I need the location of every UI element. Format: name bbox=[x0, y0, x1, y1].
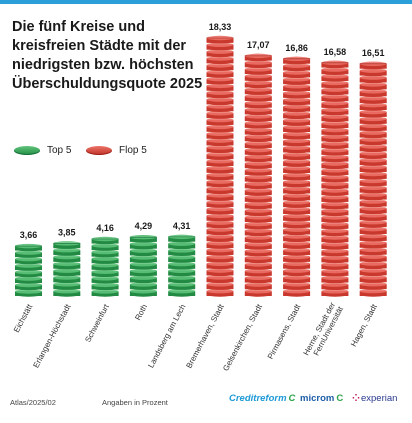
data-label: 3,85 bbox=[58, 227, 76, 237]
bar bbox=[53, 241, 81, 297]
legend-swatch-flop bbox=[86, 145, 112, 155]
microm-logo-text: microm bbox=[300, 393, 335, 404]
data-label: 16,51 bbox=[362, 48, 385, 58]
footer-unit-note: Angaben in Prozent bbox=[102, 398, 168, 407]
creditreform-logo-text: Creditreform bbox=[229, 393, 287, 404]
bar bbox=[91, 236, 119, 297]
microm-mark-icon: C bbox=[336, 393, 344, 404]
bar bbox=[321, 60, 349, 297]
bar bbox=[283, 56, 311, 297]
category-label: Gelsenkirchen, Stadt bbox=[221, 302, 264, 372]
legend-item-flop: Flop 5 bbox=[86, 143, 147, 157]
chart-title: Die fünf Kreise und kreisfreien Städte m… bbox=[12, 19, 203, 92]
category-label: Roth bbox=[133, 303, 149, 322]
legend-label-flop: Flop 5 bbox=[119, 144, 147, 156]
data-label: 16,58 bbox=[324, 47, 347, 57]
category-label: Erlangen-Höchstadt bbox=[31, 302, 73, 369]
data-label: 17,07 bbox=[247, 40, 270, 50]
legend-item-top: Top 5 bbox=[14, 143, 71, 157]
data-label: 16,86 bbox=[285, 43, 308, 53]
data-label: 3,66 bbox=[20, 230, 38, 240]
legend-label-top: Top 5 bbox=[47, 144, 72, 156]
category-label: Landsberg am Lech bbox=[146, 303, 187, 370]
data-label: 4,31 bbox=[173, 221, 191, 231]
creditreform-mark-icon: C bbox=[288, 393, 296, 404]
bar bbox=[206, 35, 234, 297]
category-label: Bremerhaven, Stadt bbox=[184, 302, 226, 370]
category-label: Herne, Stadt derFernUniversität bbox=[302, 300, 346, 361]
creditreform-logo: Creditreform C bbox=[229, 393, 295, 404]
category-label: Hagen, Stadt bbox=[349, 302, 379, 348]
bar bbox=[15, 243, 42, 297]
bar bbox=[359, 61, 387, 297]
data-label: 4,16 bbox=[96, 223, 114, 233]
bar bbox=[129, 234, 157, 297]
microm-logo: microm C bbox=[300, 393, 343, 404]
footer-source: Atlas/2025/02 bbox=[10, 398, 56, 407]
category-label: Eichstätt bbox=[12, 302, 35, 334]
bar bbox=[168, 234, 196, 297]
accent-bar bbox=[0, 0, 412, 4]
data-label: 18,33 bbox=[209, 22, 232, 32]
bar bbox=[244, 53, 272, 297]
experian-mark-icon: ⁘ bbox=[352, 393, 360, 404]
data-label: 4,29 bbox=[135, 221, 153, 231]
legend-swatch-top bbox=[14, 145, 40, 155]
category-label: Pirmasens, Stadt bbox=[266, 302, 303, 361]
experian-logo: ⁘ experian bbox=[352, 393, 397, 404]
category-label: Schweinfurt bbox=[83, 302, 111, 344]
experian-logo-text: experian bbox=[360, 393, 398, 404]
